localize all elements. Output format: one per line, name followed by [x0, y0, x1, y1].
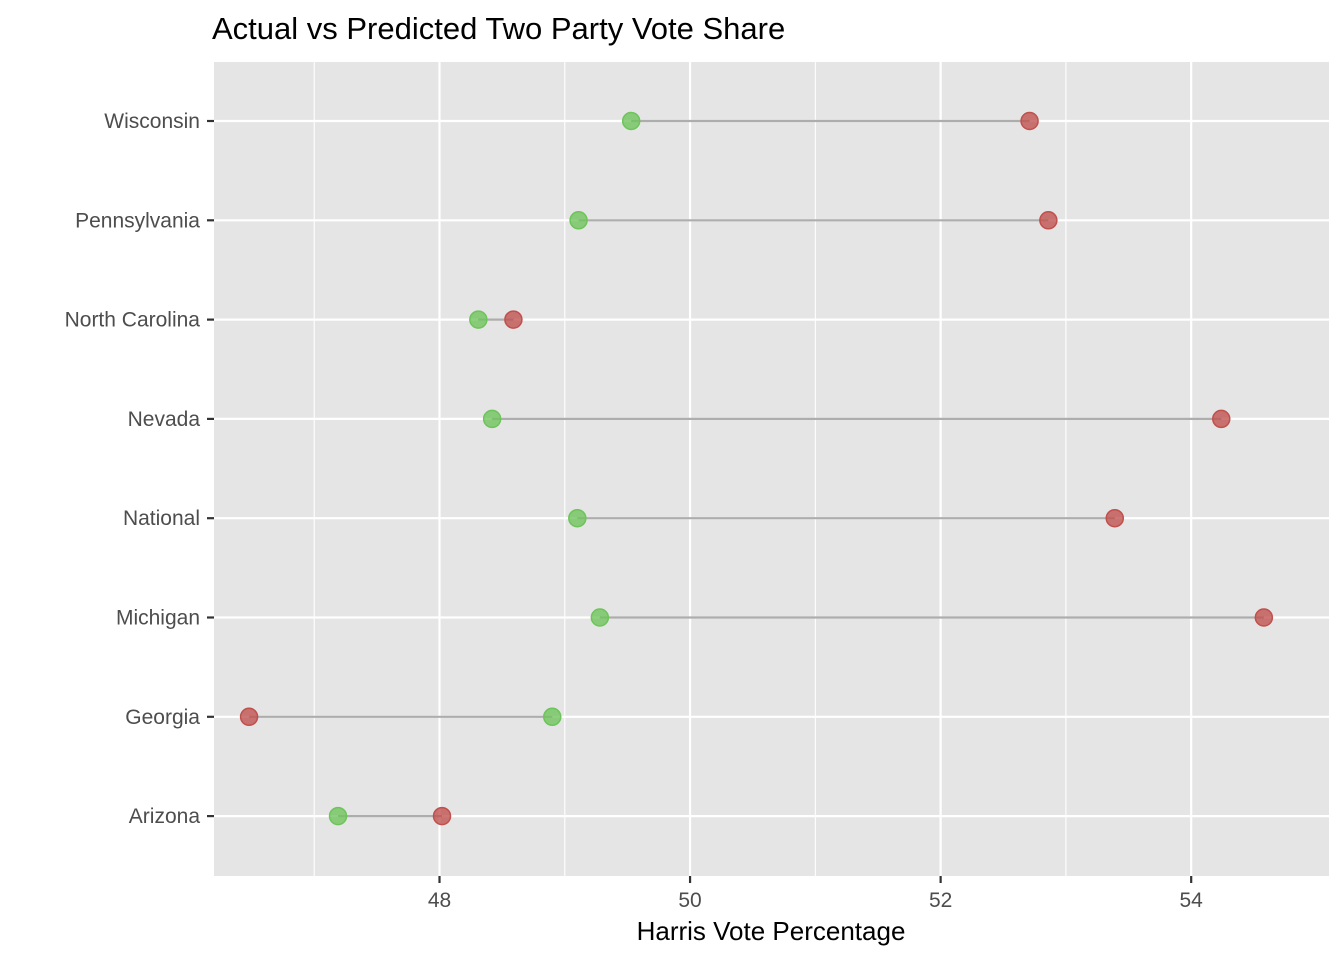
data-point [543, 707, 562, 727]
data-point [1020, 111, 1039, 131]
x-tick-label: 48 [428, 889, 451, 912]
x-axis-title: Harris Vote Percentage [637, 916, 906, 946]
data-point [432, 806, 452, 826]
x-tick-label: 50 [678, 889, 701, 912]
data-point [621, 111, 641, 131]
y-tick-label: Pennsylvania [75, 209, 200, 232]
data-point [239, 707, 259, 727]
y-tick-label: Arizona [129, 805, 201, 828]
y-axis: Wisconsin Pennsylvania North Carolina Nevad… [65, 110, 214, 828]
plot-panel [214, 62, 1329, 876]
x-axis: 48 50 52 54 [428, 876, 1203, 912]
data-point [1105, 508, 1125, 528]
chart-title: Actual vs Predicted Two Party Vote Share [212, 11, 785, 46]
data-point [469, 310, 488, 329]
y-tick-label: National [123, 507, 200, 530]
y-tick-label: Georgia [125, 706, 200, 729]
y-tick-label: Wisconsin [104, 110, 200, 133]
y-tick-label: North Carolina [65, 309, 201, 332]
y-tick-label: Michigan [116, 607, 200, 630]
x-tick-label: 52 [929, 889, 952, 912]
y-tick-label: Nevada [128, 408, 201, 431]
data-point [569, 211, 588, 230]
data-point [328, 806, 348, 826]
data-point [482, 409, 502, 429]
data-point [1212, 409, 1231, 429]
data-point [590, 608, 610, 627]
data-marks [239, 111, 1274, 826]
data-point [568, 508, 587, 528]
data-point [1254, 608, 1274, 627]
x-tick-label: 54 [1180, 889, 1204, 912]
data-point [1039, 211, 1058, 230]
data-point [504, 310, 523, 329]
